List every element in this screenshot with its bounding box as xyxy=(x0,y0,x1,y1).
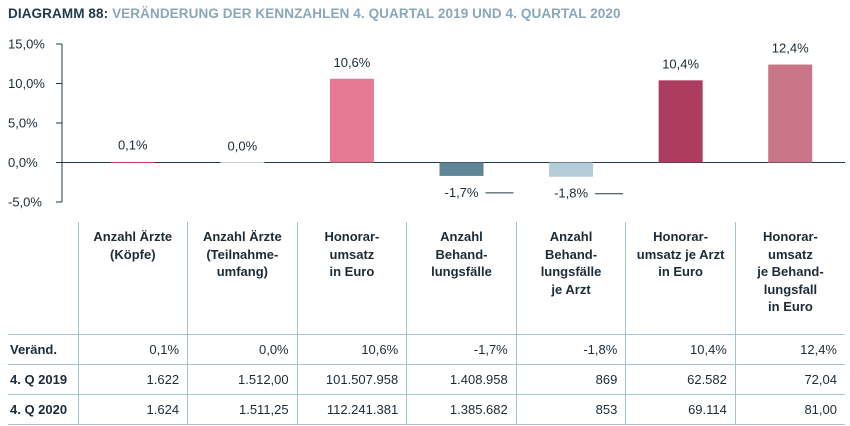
column-header-line: Anzahl Ärzte xyxy=(202,229,282,244)
column-header-line: umsatz xyxy=(329,246,375,262)
bar-value-label: -1,7% xyxy=(445,185,479,200)
column-header-line: Anzahl Ärzte xyxy=(93,229,173,244)
column-header: Honorar-umsatz je Behand-lungsfall in Euro xyxy=(734,222,845,335)
column-header-line: (Köpfe) xyxy=(110,246,156,262)
chart-title: DIAGRAMM 88: VERÄNDERUNG DER KENNZAHLEN … xyxy=(8,6,621,21)
column-header-line: lungsfall xyxy=(763,281,818,297)
row-label: 4. Q 2019 xyxy=(8,364,78,395)
row-label: Veränd. xyxy=(8,334,78,365)
column-header: Anzahl Behand-lungsfälle xyxy=(406,222,517,335)
table-cell: 1.622 xyxy=(77,364,188,395)
table-cell: 69.114 xyxy=(625,394,736,425)
table-cell: 1.385.682 xyxy=(406,394,517,425)
table-cell: -1,7% xyxy=(406,334,517,365)
bar-value-label: 10,6% xyxy=(333,55,370,70)
bars-group xyxy=(110,64,813,177)
table-cell: 0,1% xyxy=(77,334,188,365)
table-cell: 81,00 xyxy=(734,394,845,425)
table-cell: 62.582 xyxy=(625,364,736,395)
y-tick-label: 5,0% xyxy=(8,116,38,131)
column-header: Anzahl Ärzte (Teilnahme-umfang) xyxy=(187,222,298,335)
table-corner xyxy=(8,222,78,335)
table-cell: 1.511,25 xyxy=(187,394,298,425)
column-header-line: Honorar- xyxy=(653,229,709,244)
y-tick-label: 10,0% xyxy=(8,76,45,91)
column-header-line: (Teilnahme- xyxy=(206,246,279,262)
bar-value-label: 0,1% xyxy=(118,138,148,153)
table-cell: 1.512,00 xyxy=(187,364,298,395)
table-cell: 0,0% xyxy=(187,334,298,365)
table-row: 4. Q 2019 1.622 1.512,00 101.507.958 1.408.9… xyxy=(8,364,845,395)
column-header-line: Anzahl xyxy=(440,229,483,244)
bar-value-label: 10,4% xyxy=(662,56,699,71)
bar-value-label: 12,4% xyxy=(772,41,809,56)
table-header-row: Anzahl Ärzte (Köpfe) Anzahl Ärzte (Teilnahm… xyxy=(8,222,845,335)
column-header-line: lungsfälle xyxy=(431,264,492,279)
bar xyxy=(220,162,265,163)
table-row: 4. Q 2020 1.624 1.511,25 112.241.381 1.385.6… xyxy=(8,394,845,425)
y-tick-label: -5,0% xyxy=(8,195,42,210)
table-body: Veränd. 0,1% 0,0% 10,6% -1,7% -1,8% 10,4% 12,4%… xyxy=(8,334,845,425)
data-table: Anzahl Ärzte (Köpfe) Anzahl Ärzte (Teilnahm… xyxy=(8,222,845,425)
table-cell: 12,4% xyxy=(734,334,845,365)
column-header-line: je Arzt xyxy=(551,281,591,297)
column-header-line: Honorar- xyxy=(762,229,818,244)
table-cell: -1,8% xyxy=(515,334,626,365)
column-header-line: in Euro xyxy=(329,264,375,279)
column-header: Anzahl Ärzte (Köpfe) xyxy=(77,222,188,335)
table-cell: 112.241.381 xyxy=(296,394,407,425)
column-header-line: umsatz je Arzt xyxy=(636,246,725,262)
bar-labels-group: 0,1% 0,0% 10,6% -1,7% -1,8% 10,4% 12,4% xyxy=(118,41,809,201)
bar xyxy=(549,162,594,177)
column-header: Anzahl Behand-lungsfälle je Arzt xyxy=(515,222,626,335)
bar-value-label: -1,8% xyxy=(554,186,588,201)
column-header-line: in Euro xyxy=(768,299,813,314)
column-header-line: je Behand- xyxy=(757,264,824,279)
chart-title-text: VERÄNDERUNG DER KENNZAHLEN 4. QUARTAL 20… xyxy=(112,6,621,21)
chart-title-prefix: DIAGRAMM 88: xyxy=(8,6,109,21)
bar xyxy=(768,64,813,163)
y-axis: 15,0% 10,0% 5,0% 0,0% -5,0% xyxy=(8,37,845,210)
table-cell: 869 xyxy=(515,364,626,395)
table-cell: 101.507.958 xyxy=(296,364,407,395)
column-header-line: umfang) xyxy=(216,264,268,279)
table-cell: 853 xyxy=(515,394,626,425)
table-cell: 10,6% xyxy=(296,334,407,365)
table-cell: 72,04 xyxy=(734,364,845,395)
column-header-line: Behand- xyxy=(435,246,488,262)
column-header-line: lungsfälle xyxy=(540,264,602,279)
column-header: Honorar-umsatz in Euro xyxy=(296,222,407,335)
bar-chart: 15,0% 10,0% 5,0% 0,0% -5,0% 0,1% 0,0% 10,6% -1,… xyxy=(8,37,845,210)
y-tick-label: 15,0% xyxy=(8,37,45,52)
bar-value-label: 0,0% xyxy=(228,139,258,154)
column-header-line: Anzahl xyxy=(549,229,593,244)
column-header: Honorar-umsatz je Arzt in Euro xyxy=(625,222,736,335)
row-label: 4. Q 2020 xyxy=(8,394,78,425)
table-cell: 1.408.958 xyxy=(406,364,517,395)
column-header-line: in Euro xyxy=(658,264,703,279)
column-header-line: Honorar- xyxy=(324,229,380,244)
column-header-line: Behand- xyxy=(545,246,598,262)
bar xyxy=(329,78,374,163)
column-header-line: umsatz xyxy=(768,246,813,262)
table-row: Veränd. 0,1% 0,0% 10,6% -1,7% -1,8% 10,4% 12,4% xyxy=(8,334,845,365)
bar xyxy=(658,80,703,163)
bar xyxy=(439,162,484,176)
table-cell: 1.624 xyxy=(77,394,188,425)
table-cell: 10,4% xyxy=(625,334,736,365)
y-tick-label: 0,0% xyxy=(8,155,38,170)
bar xyxy=(110,162,155,163)
